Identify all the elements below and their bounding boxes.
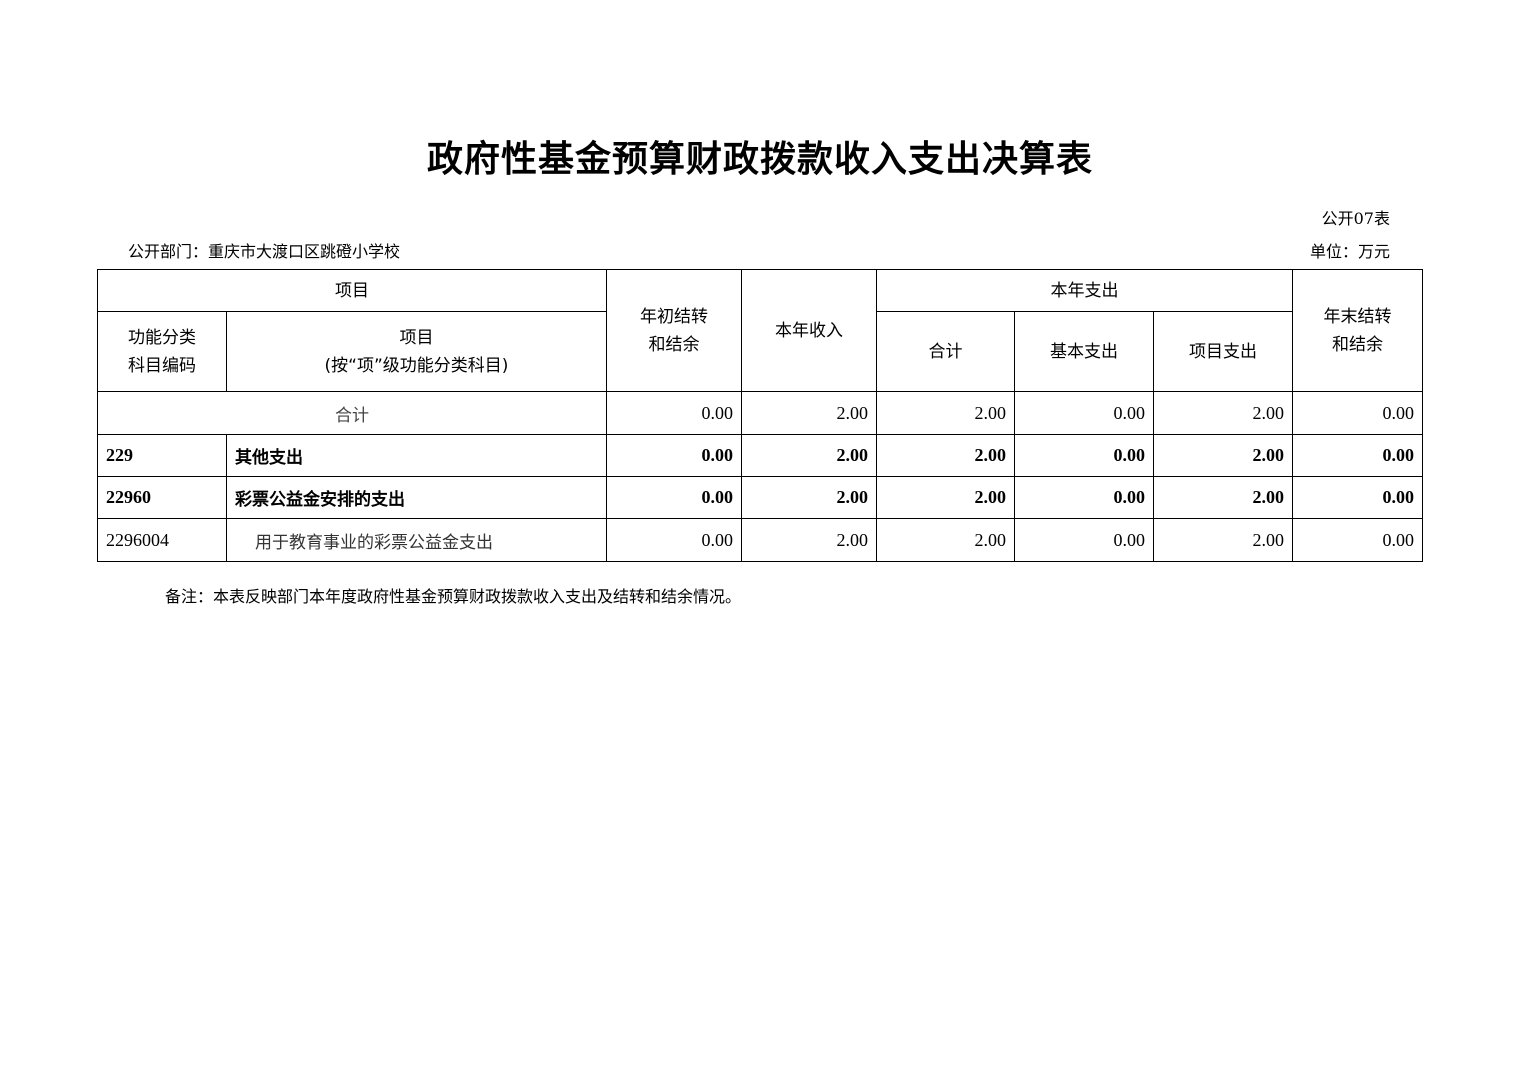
cell: 0.00 — [1292, 518, 1424, 562]
cell: 2.00 — [741, 434, 877, 477]
row-name: 用于教育事业的彩票公益金支出 — [226, 518, 607, 562]
table-number: 公开07表 — [1321, 209, 1390, 228]
header-code: 功能分类 科目编码 — [97, 311, 227, 392]
row-code: 229 — [97, 434, 227, 477]
cell: 2.00 — [876, 476, 1015, 519]
header-project: 项目支出 — [1152, 311, 1294, 392]
header-income: 本年收入 — [741, 269, 877, 392]
total-row: 合计 0.00 2.00 2.00 0.00 2.00 0.00 — [97, 391, 1424, 435]
cell: 0.00 — [606, 434, 742, 477]
budget-table: 项目 年初结转 和结余 本年收入 本年支出 年末结转 和结余 功能分类 科目编码 项目… — [97, 269, 1424, 562]
cell: 0.00 — [1292, 476, 1424, 519]
cell: 2.00 — [876, 518, 1015, 562]
cell: 0.00 — [1292, 391, 1424, 435]
cell: 2.00 — [741, 518, 877, 562]
header-basic: 基本支出 — [1014, 311, 1154, 392]
total-label: 合计 — [97, 391, 607, 435]
page-title: 政府性基金预算财政拨款收入支出决算表 — [426, 139, 1093, 180]
cell: 0.00 — [1014, 518, 1154, 562]
header-item: 项目 — [97, 269, 607, 312]
cell: 2.00 — [1152, 518, 1294, 562]
cell: 2.00 — [741, 391, 877, 435]
cell: 0.00 — [606, 476, 742, 519]
row-code: 2296004 — [97, 518, 227, 562]
header-expense: 本年支出 — [875, 269, 1294, 312]
row-name: 彩票公益金安排的支出 — [226, 476, 607, 519]
department: 公开部门：重庆市大渡口区跳磴小学校 — [128, 242, 401, 261]
cell: 2.00 — [1152, 476, 1294, 519]
header-end-balance: 年末结转 和结余 — [1292, 269, 1424, 392]
footnote: 备注：本表反映部门本年度政府性基金预算财政拨款收入支出及结转和结余情况。 — [165, 587, 742, 606]
cell: 0.00 — [606, 391, 742, 435]
cell: 2.00 — [876, 391, 1015, 435]
unit: 单位：万元 — [1309, 242, 1390, 261]
cell: 0.00 — [1014, 391, 1154, 435]
header-begin-balance: 年初结转 和结余 — [606, 269, 742, 392]
header-name: 项目 (按“项”级功能分类科目) — [226, 311, 607, 392]
cell: 0.00 — [1014, 434, 1154, 477]
cell: 2.00 — [1152, 434, 1294, 477]
row-code: 22960 — [97, 476, 227, 519]
cell: 2.00 — [876, 434, 1015, 477]
cell: 0.00 — [606, 518, 742, 562]
table-row: 22960 彩票公益金安排的支出 0.00 2.00 2.00 0.00 2.0… — [97, 476, 1424, 519]
header-total: 合计 — [876, 311, 1015, 392]
row-name: 其他支出 — [226, 434, 607, 477]
table-row: 2296004 用于教育事业的彩票公益金支出 0.00 2.00 2.00 0.… — [97, 518, 1424, 562]
cell: 0.00 — [1292, 434, 1424, 477]
cell: 0.00 — [1014, 476, 1154, 519]
table-row: 229 其他支出 0.00 2.00 2.00 0.00 2.00 0.00 — [97, 434, 1424, 477]
cell: 2.00 — [741, 476, 877, 519]
cell: 2.00 — [1152, 391, 1294, 435]
